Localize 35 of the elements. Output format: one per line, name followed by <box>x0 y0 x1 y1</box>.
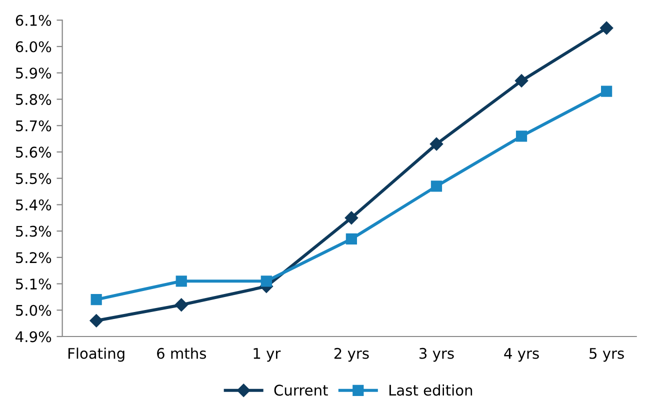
y-tick-label: 5.3% <box>16 226 52 237</box>
y-tick-label: 5.1% <box>16 278 52 290</box>
x-tick-label: Floating <box>68 348 124 362</box>
x-tick-label: 3 yrs <box>420 348 454 362</box>
point <box>514 74 528 88</box>
x-tick-label: 6 mths <box>157 348 206 359</box>
point <box>260 276 272 287</box>
legend-label: Last edition <box>389 384 472 396</box>
point <box>430 180 442 192</box>
point <box>176 276 187 287</box>
point <box>430 137 444 151</box>
x-tick-label: 4 yrs <box>504 348 539 362</box>
point <box>600 21 614 35</box>
point <box>174 298 188 312</box>
point <box>516 130 528 142</box>
y-tick-label: 5.9% <box>16 68 52 79</box>
y-tick-label: 5.6% <box>16 146 52 158</box>
point <box>90 314 103 328</box>
y-tick-label: 5.8% <box>16 94 52 105</box>
legend-label: Current <box>274 384 328 396</box>
y-tick-label: 5.0% <box>16 304 52 316</box>
y-tick-label: 5.5% <box>16 173 52 184</box>
y-tick-label: 6.0% <box>16 41 52 52</box>
x-tick-label: 2 yrs <box>334 348 369 362</box>
y-tick-label: 6.1% <box>16 14 52 26</box>
point <box>90 294 102 306</box>
y-tick-label: 5.4% <box>16 199 52 210</box>
point <box>346 233 357 245</box>
x-tick-label: 1 yr <box>254 348 281 362</box>
y-tick-label: 5.2% <box>16 252 52 264</box>
point <box>344 211 358 224</box>
y-tick-label: 4.9% <box>16 331 52 342</box>
point <box>601 86 612 97</box>
y-tick-label: 5.7% <box>16 120 52 132</box>
x-tick-label: 5 yrs <box>590 348 624 362</box>
